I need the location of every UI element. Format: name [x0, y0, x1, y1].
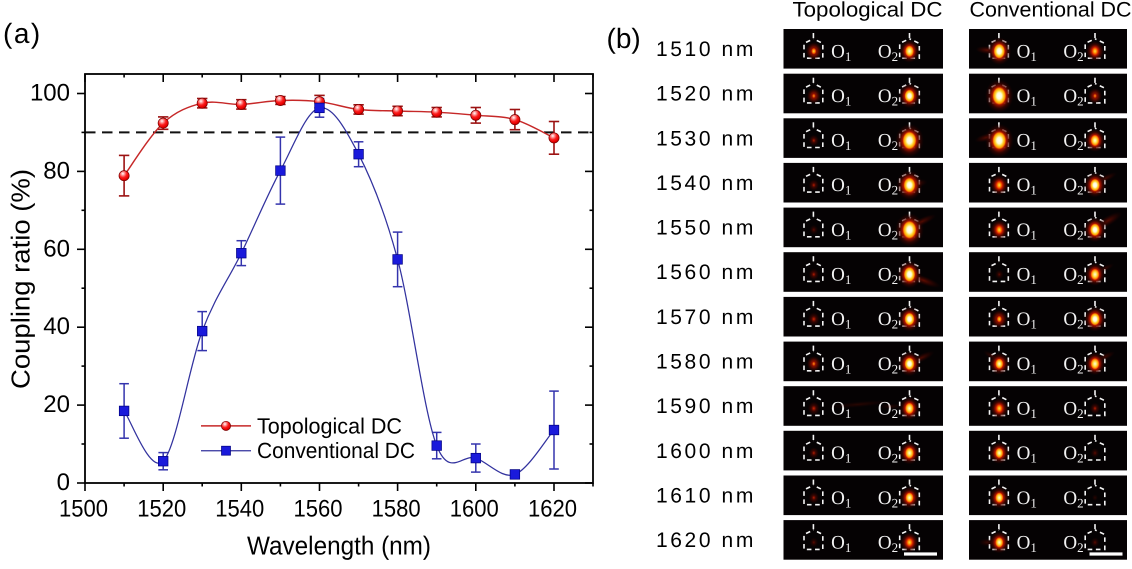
svg-text:Conventional DC: Conventional DC: [257, 438, 415, 463]
svg-text:1540: 1540: [215, 495, 264, 522]
svg-text:60: 60: [43, 235, 70, 262]
svg-text:80: 80: [43, 157, 70, 184]
svg-text:1520 nm: 1520 nm: [656, 83, 756, 106]
svg-text:1550 nm: 1550 nm: [656, 217, 756, 240]
svg-text:1560 nm: 1560 nm: [656, 261, 756, 284]
svg-text:1570 nm: 1570 nm: [656, 306, 756, 329]
svg-text:Coupling ratio (%): Coupling ratio (%): [6, 169, 36, 389]
svg-text:1560: 1560: [294, 495, 343, 522]
svg-text:Topological DC: Topological DC: [793, 0, 943, 22]
svg-text:1540 nm: 1540 nm: [656, 172, 756, 195]
svg-text:(b): (b): [607, 23, 641, 54]
svg-text:40: 40: [43, 313, 70, 340]
svg-text:1510 nm: 1510 nm: [656, 38, 756, 61]
svg-text:1530 nm: 1530 nm: [656, 127, 756, 150]
svg-text:1590 nm: 1590 nm: [656, 395, 756, 418]
svg-text:1600: 1600: [450, 495, 499, 522]
svg-text:Wavelength (nm): Wavelength (nm): [247, 531, 431, 561]
svg-text:1620: 1620: [528, 495, 577, 522]
svg-text:(a): (a): [3, 18, 42, 49]
svg-text:Conventional DC: Conventional DC: [970, 0, 1132, 22]
svg-text:1580: 1580: [372, 495, 421, 522]
svg-text:1580 nm: 1580 nm: [656, 351, 756, 374]
svg-text:1600 nm: 1600 nm: [656, 440, 756, 463]
svg-text:1620 nm: 1620 nm: [656, 529, 756, 552]
svg-text:Topological DC: Topological DC: [257, 413, 402, 438]
svg-text:1500: 1500: [59, 495, 108, 522]
svg-text:1610 nm: 1610 nm: [656, 485, 756, 508]
svg-text:100: 100: [30, 80, 70, 107]
svg-text:1520: 1520: [137, 495, 186, 522]
svg-text:20: 20: [43, 391, 70, 418]
svg-text:0: 0: [57, 469, 70, 496]
